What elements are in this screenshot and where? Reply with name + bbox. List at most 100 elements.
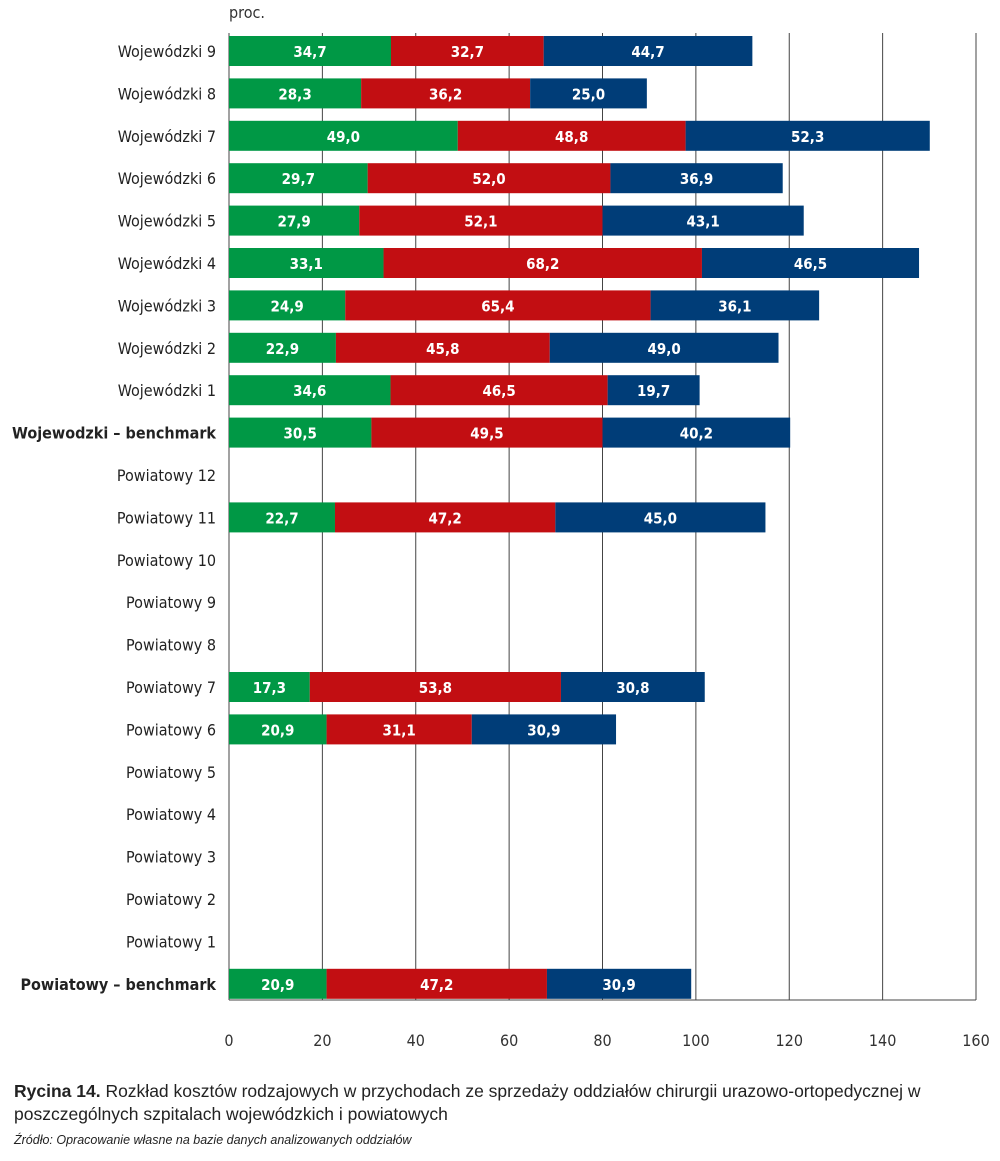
- category-label: Wojewódzki 3: [118, 296, 216, 315]
- category-label: Powiatowy 9: [126, 593, 216, 612]
- x-tick-label: 60: [500, 1031, 518, 1050]
- bar-segment: [610, 163, 783, 194]
- bar-segment: [229, 332, 336, 363]
- bar-segment: [607, 375, 700, 406]
- data-label: 52,0: [472, 170, 505, 188]
- bar-segment: [229, 714, 327, 745]
- bar-segment: [701, 248, 920, 278]
- data-label: 46,5: [794, 255, 827, 273]
- data-label: 52,3: [791, 128, 824, 146]
- data-label: 40,2: [680, 425, 713, 443]
- bar-segment: [383, 248, 702, 278]
- category-label: Wojewódzki 2: [118, 339, 216, 358]
- caption-label: Rycina 14.: [14, 1081, 101, 1101]
- bar-segment: [361, 78, 531, 109]
- bar-segment: [229, 968, 327, 999]
- category-label: Powiatowy 6: [126, 720, 216, 739]
- data-label: 36,9: [680, 170, 713, 188]
- bar-segment: [367, 163, 611, 194]
- data-label: 17,3: [253, 679, 286, 697]
- data-label: 65,4: [481, 297, 514, 315]
- category-label: Wojewódzki 8: [118, 84, 216, 103]
- bar-segment: [390, 375, 608, 406]
- bar-segment: [335, 332, 550, 363]
- bar-segment: [229, 163, 368, 194]
- source-note: Źródło: Opracowanie własne na bazie dany…: [14, 1133, 412, 1147]
- data-label: 30,5: [284, 425, 317, 443]
- category-label: Powiatowy 8: [126, 636, 216, 655]
- stacked-bar-chart: 0 20 40 60 80 100 120 140 160 proc. Wojewódzki 9 34…: [12, 3, 990, 1050]
- data-label: 49,0: [647, 340, 680, 358]
- data-label: 30,9: [527, 721, 560, 739]
- data-label: 28,3: [278, 85, 311, 103]
- bar-segment: [326, 968, 547, 999]
- category-label: Powiatowy 2: [126, 890, 216, 909]
- bar-segment: [229, 672, 310, 702]
- y-axis-unit-label: proc.: [229, 3, 265, 22]
- data-label: 49,5: [470, 425, 503, 443]
- data-label: 36,2: [429, 85, 462, 103]
- category-label: Powiatowy 1: [126, 932, 216, 951]
- bar-segment: [229, 417, 372, 448]
- bar-segment: [555, 502, 766, 533]
- category-label: Wojewódzki 5: [118, 212, 216, 231]
- bar-segment: [391, 36, 544, 66]
- bar-segment: [334, 502, 556, 533]
- category-label: Powiatowy 5: [126, 763, 216, 782]
- x-tick-label: 80: [593, 1031, 611, 1050]
- bar-segment: [560, 672, 705, 702]
- x-tick-label: 20: [313, 1031, 331, 1050]
- data-label: 29,7: [282, 170, 315, 188]
- data-label: 46,5: [482, 382, 515, 400]
- data-label: 34,7: [293, 43, 326, 61]
- category-label: Powiatowy 7: [126, 678, 216, 697]
- bar-segment: [229, 375, 391, 406]
- category-label: Wojewódzki 9: [118, 42, 216, 61]
- x-tick-label: 140: [869, 1031, 896, 1050]
- data-label: 45,8: [426, 340, 459, 358]
- bar-segment: [602, 417, 791, 448]
- x-tick-label: 120: [776, 1031, 803, 1050]
- figure-caption: Rycina 14. Rozkład kosztów rodzajowych w…: [14, 1080, 999, 1126]
- bar-segment: [359, 205, 603, 236]
- data-label: 68,2: [526, 255, 559, 273]
- data-label: 25,0: [572, 85, 605, 103]
- bar-segment: [229, 205, 360, 236]
- bar-segment: [549, 332, 779, 363]
- caption-text: Rozkład kosztów rodzajowych w przychodac…: [14, 1081, 921, 1124]
- data-label: 49,0: [327, 128, 360, 146]
- bar-segment: [229, 502, 335, 533]
- data-label: 43,1: [686, 213, 719, 231]
- data-label: 30,9: [602, 976, 635, 994]
- data-label: 52,1: [464, 213, 497, 231]
- bar-segment: [309, 672, 561, 702]
- data-label: 24,9: [270, 297, 303, 315]
- category-label: Powiatowy 11: [117, 508, 216, 527]
- data-label: 31,1: [383, 721, 416, 739]
- category-label: Wojewódzki 7: [118, 127, 216, 146]
- category-label: Wojewódzki 4: [118, 254, 216, 273]
- bar-segment: [229, 36, 392, 66]
- category-label: Powiatowy 12: [117, 466, 216, 485]
- data-label: 48,8: [555, 128, 588, 146]
- bar-segment: [685, 120, 930, 151]
- bar-segment: [471, 714, 617, 745]
- x-tick-label: 0: [224, 1031, 233, 1050]
- data-label: 22,7: [265, 509, 298, 527]
- bar-segment: [546, 968, 692, 999]
- category-label: Wojewódzki 1: [118, 381, 216, 400]
- bar-segment: [229, 78, 362, 109]
- bar-segment: [530, 78, 647, 109]
- x-tick-label: 160: [962, 1031, 989, 1050]
- data-label: 44,7: [631, 43, 664, 61]
- bar-segment: [457, 120, 686, 151]
- data-label: 20,9: [261, 721, 294, 739]
- data-label: 27,9: [277, 213, 310, 231]
- category-label: Wojewodzki – benchmark: [12, 424, 216, 443]
- data-label: 33,1: [290, 255, 323, 273]
- category-label: Wojewódzki 6: [118, 169, 216, 188]
- bar-segment: [326, 714, 472, 745]
- data-label: 36,1: [718, 297, 751, 315]
- bar-segment: [650, 290, 820, 321]
- data-label: 22,9: [266, 340, 299, 358]
